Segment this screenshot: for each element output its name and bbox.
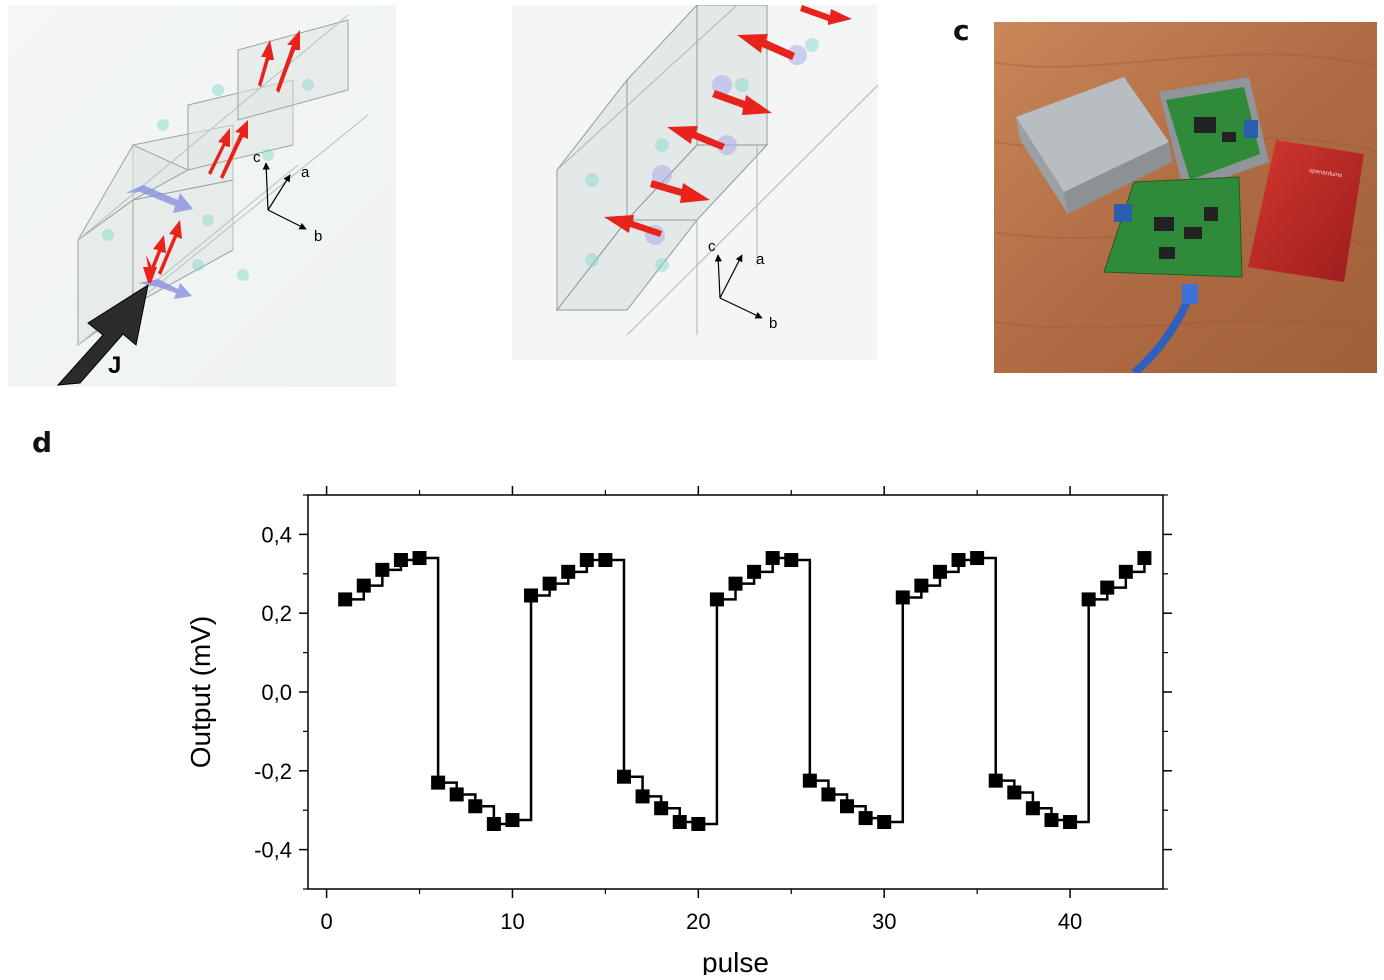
crystal-axes-a: [262, 162, 307, 230]
blue-spin-arrows: [126, 185, 193, 299]
x-axis-title: pulse: [702, 947, 769, 975]
data-point-marker: [747, 564, 762, 579]
data-point-marker: [356, 578, 371, 593]
data-point-marker: [431, 775, 446, 790]
data-point-marker: [709, 592, 724, 607]
data-point-marker: [542, 576, 557, 591]
y-axis-title: Output (mV): [185, 616, 216, 768]
data-point-marker: [486, 816, 501, 831]
data-point-marker: [932, 564, 947, 579]
data-point-marker: [468, 799, 483, 814]
lattice-b-svg: c a b: [512, 3, 879, 360]
data-point-marker: [691, 816, 706, 831]
data-point-marker: [561, 564, 576, 579]
device-photo: openarduino: [993, 22, 1378, 377]
data-point-marker: [895, 590, 910, 605]
x-tick-label: 20: [686, 909, 710, 934]
data-point-marker: [579, 553, 594, 568]
lattice-a-cells: [77, 19, 349, 346]
current-arrow-icon: [56, 283, 149, 386]
pcb-board-bottom: [1103, 176, 1243, 278]
data-point-marker: [728, 576, 743, 591]
axis-label-b: b: [314, 228, 322, 245]
output-chart-svg: 0 10 20 30 40 -0,4 -0,2 0,0 0,2 0,4 pulse Output …: [185, 486, 1172, 978]
data-point-marker: [1044, 813, 1059, 828]
red-spin-arrows-b: [604, 5, 852, 237]
device-photo-svg: openarduino: [993, 22, 1378, 377]
data-point-marker: [858, 811, 873, 826]
data-point-marker: [524, 588, 539, 603]
usb-cable: [1131, 284, 1198, 377]
data-point-marker: [877, 815, 892, 830]
grey-enclosure: [1016, 77, 1172, 214]
data-point-marker: [802, 773, 817, 788]
red-card: openarduino: [1248, 140, 1364, 282]
data-point-marker: [1063, 815, 1078, 830]
data-point-marker: [988, 773, 1003, 788]
x-tick-label: 10: [500, 909, 524, 934]
y-tick-label: 0,2: [261, 601, 292, 626]
output-chart: 0 10 20 30 40 -0,4 -0,2 0,0 0,2 0,4 pulse Output …: [160, 470, 1190, 978]
crystal-axes-b: [714, 254, 763, 319]
lattice-a-atoms: [102, 79, 314, 281]
data-point-marker: [1081, 592, 1096, 607]
lattice-b-atoms: [585, 38, 819, 272]
x-tick-label: 40: [1058, 909, 1082, 934]
lattice-b-edges: [556, 4, 879, 336]
data-point-marker: [505, 813, 520, 828]
data-point-marker: [1025, 801, 1040, 816]
data-point-marker: [1100, 580, 1115, 595]
series-step-line: [345, 556, 1146, 826]
y-tick-label: -0,4: [254, 838, 292, 863]
y-tick-label: 0,0: [261, 680, 292, 705]
data-point-marker: [765, 551, 780, 566]
plot-frame: [307, 494, 1164, 890]
data-point-marker: [598, 553, 613, 568]
data-point-marker: [1137, 551, 1152, 566]
data-point-marker: [375, 562, 390, 577]
axis-label-c-b: c: [708, 238, 716, 255]
red-spin-arrows: [143, 30, 300, 283]
axis-label-a-b: a: [756, 251, 765, 268]
axis-label-a: a: [301, 164, 310, 181]
data-point-marker: [672, 815, 687, 830]
data-point-marker: [412, 551, 427, 566]
data-point-marker: [338, 592, 353, 607]
lattice-b-cells: [555, 3, 769, 312]
lattice-figure-b: c a b: [512, 3, 879, 360]
card-brand-text: openarduino: [1309, 168, 1344, 179]
panel-label-d: d: [32, 426, 53, 459]
data-point-marker: [784, 553, 799, 568]
current-label-j: J: [108, 352, 121, 379]
x-tick-label: 30: [872, 909, 896, 934]
data-point-marker: [449, 787, 464, 802]
axis-label-b-b: b: [769, 315, 777, 332]
data-point-marker: [1007, 785, 1022, 800]
data-point-marker: [821, 787, 836, 802]
data-point-marker: [654, 801, 669, 816]
data-point-marker: [616, 769, 631, 784]
data-point-marker: [1118, 564, 1133, 579]
panel-label-c: c: [953, 14, 970, 47]
data-point-marker: [951, 553, 966, 568]
data-point-marker: [635, 789, 650, 804]
lattice-a-svg: J c a b: [8, 5, 396, 387]
y-tick-label: -0,2: [254, 759, 292, 784]
data-point-marker: [914, 578, 929, 593]
lattice-figure-a: J c a b: [8, 5, 396, 387]
axis-label-c: c: [253, 149, 261, 166]
data-point-marker: [970, 551, 985, 566]
x-tick-label: 0: [320, 909, 332, 934]
data-point-marker: [393, 553, 408, 568]
data-point-marker: [840, 799, 855, 814]
pcb-board-top: [1159, 77, 1269, 192]
y-tick-label: 0,4: [261, 522, 292, 547]
